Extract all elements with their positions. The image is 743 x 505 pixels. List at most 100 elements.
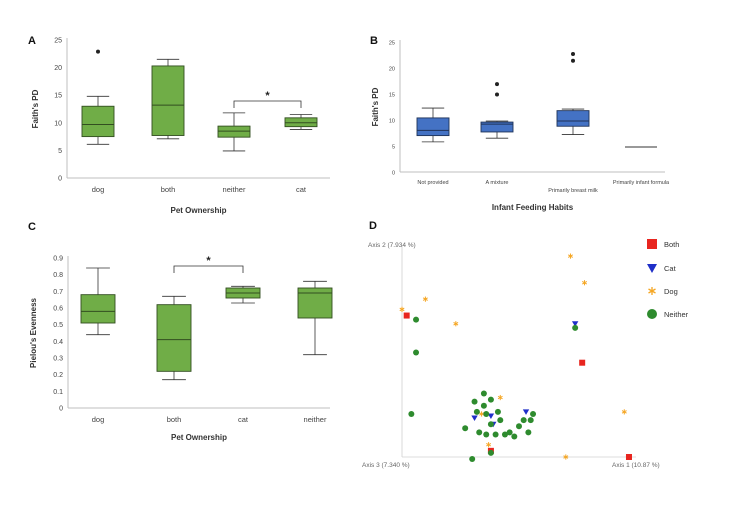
scatter-point-neither [516, 423, 522, 430]
panel-letter: C [28, 221, 36, 233]
box-neither [217, 112, 251, 152]
scatter-point-neither [525, 429, 532, 436]
significance-star: * [206, 255, 211, 267]
box-cat [284, 114, 318, 130]
outlier-point [571, 51, 575, 56]
y-tick-label: 0.3 [53, 356, 63, 363]
scatter-point-cat [487, 413, 495, 419]
y-axis-title: Pielou's Evenness [29, 297, 38, 367]
y-tick-label: 0.2 [53, 372, 63, 379]
category-label: dog [92, 415, 105, 424]
scatter-point-neither [527, 417, 534, 424]
box-a-mixture [480, 82, 514, 139]
y-tick-label: 5 [58, 148, 62, 155]
scatter-point-neither [487, 449, 494, 456]
legend-marker-neither [647, 309, 657, 319]
scatter-point-both [403, 312, 410, 319]
legend-marker-both [647, 239, 657, 249]
category-label: Not provided [417, 180, 448, 186]
scatter-point-neither [483, 410, 490, 417]
box-iqr [284, 117, 318, 128]
scatter-point-neither [462, 425, 469, 432]
legend: Both Cat Dog Neither [647, 239, 689, 319]
scatter-point-neither [408, 410, 415, 417]
y-axis-title: Faith's PD [371, 87, 380, 126]
axis-3-label: Axis 3 (7.340 %) [362, 462, 410, 469]
category-label: neither [304, 415, 327, 424]
legend-label-dog: Dog [664, 287, 678, 296]
panel-a: A 0 5 10 15 20 25 Faith's PD Pet Ownership dog bot… [28, 35, 330, 215]
panel-letter: B [370, 35, 378, 47]
panel-c: C 0 0.1 0.2 0.3 0.4 0.5 0.6 0.7 0.8 0.9 Pielou's Ev… [28, 221, 333, 442]
y-tick-label: 10 [389, 119, 395, 125]
box-neither [297, 280, 333, 356]
box-dog [81, 49, 115, 145]
box-iqr [217, 125, 251, 138]
scatter-point-neither [506, 429, 513, 436]
y-tick-label: 0 [59, 406, 63, 413]
y-axis-title: Faith's PD [31, 89, 40, 128]
category-label: A mixture [486, 180, 509, 186]
category-label: dog [92, 185, 105, 194]
category-label: both [167, 415, 182, 424]
outlier-point [495, 92, 499, 97]
box-dog [80, 267, 116, 336]
asterisk-stroke [453, 322, 459, 326]
box-both [151, 58, 185, 140]
y-tick-label: 10 [54, 120, 62, 127]
scatter-point-neither [494, 408, 501, 415]
outlier-point [96, 49, 100, 54]
y-tick-label: 0.7 [53, 289, 63, 296]
scatter-point-dog [582, 280, 588, 286]
scatter-point-dog [422, 296, 428, 302]
x-axis-title: Pet Ownership [170, 206, 226, 215]
legend-marker-dog [648, 287, 656, 295]
outlier-point [571, 58, 575, 63]
significance-star: * [265, 90, 270, 102]
y-tick-label: 0.9 [53, 256, 63, 263]
y-tick-label: 20 [54, 65, 62, 72]
y-tick-label: 25 [54, 38, 62, 45]
scatter-point-neither [480, 390, 487, 397]
scatter-point-dog [563, 454, 569, 460]
scatter-point-dog [621, 409, 627, 415]
category-label: Primarily infant formula [613, 180, 670, 186]
category-label: neither [223, 185, 246, 194]
significance-bracket: * [173, 255, 244, 273]
category-label: cat [296, 185, 307, 194]
y-tick-label: 0.8 [53, 272, 63, 279]
y-tick-label: 0.1 [53, 389, 63, 396]
asterisk-stroke [497, 395, 503, 400]
asterisk-stroke [422, 297, 428, 301]
legend-label-cat: Cat [664, 264, 677, 273]
y-tick-label: 0.5 [53, 322, 63, 329]
scatter-point-neither [473, 408, 480, 415]
box-iqr [156, 304, 192, 372]
asterisk-stroke [582, 281, 588, 285]
scatter-point-dog [453, 321, 459, 327]
x-axis-title: Infant Feeding Habits [492, 203, 574, 212]
legend-label-both: Both [664, 240, 679, 249]
asterisk-stroke [399, 307, 405, 312]
scatter-point-both [579, 359, 586, 366]
series-dog [399, 253, 627, 460]
x-axis-title: Pet Ownership [171, 433, 227, 442]
legend-label-neither: Neither [664, 310, 689, 319]
y-tick-label: 0.4 [53, 339, 63, 346]
box-not-provided [416, 107, 450, 143]
y-tick-label: 20 [389, 67, 395, 73]
scatter-point-dog [399, 306, 405, 312]
scatter-point-dog [567, 253, 573, 259]
significance-bracket: * [233, 90, 302, 108]
scatter-point-neither [487, 421, 494, 428]
scatter-point-neither [480, 402, 487, 409]
box-iqr [480, 121, 514, 133]
scatter-point-neither [492, 431, 499, 438]
series-both [403, 312, 632, 460]
y-tick-label: 5 [392, 145, 395, 151]
asterisk-stroke [621, 410, 627, 414]
scatter-point-neither [476, 429, 483, 436]
scatter-point-dog [486, 442, 492, 448]
scatter-point-neither [511, 433, 518, 440]
